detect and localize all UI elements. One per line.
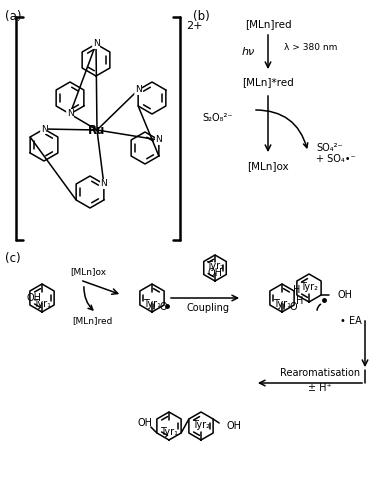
Text: OH: OH [208,268,223,278]
Text: Coupling: Coupling [186,303,229,313]
Text: [MLn]red: [MLn]red [72,316,112,326]
Text: H: H [296,296,304,306]
FancyArrowPatch shape [317,304,321,310]
Text: Tyr₂: Tyr₂ [206,261,224,271]
Text: OH: OH [26,293,42,303]
Text: N: N [67,110,73,118]
Text: Ru: Ru [88,124,106,137]
FancyArrowPatch shape [256,110,308,148]
Text: [MLn]ox: [MLn]ox [70,268,106,276]
Text: Tyr₁: Tyr₁ [160,427,178,437]
FancyArrowPatch shape [84,287,93,310]
Text: hν: hν [242,47,255,57]
Text: OH: OH [137,418,152,428]
Text: λ > 380 nm: λ > 380 nm [284,43,338,53]
Text: O: O [289,302,297,312]
Text: N: N [40,125,47,133]
Text: (b): (b) [193,10,210,23]
Text: [MLn]*red: [MLn]*red [242,77,294,87]
Text: (c): (c) [5,252,21,265]
Text: N: N [135,85,141,95]
Text: Tyr₁: Tyr₁ [143,299,161,309]
Text: 2+: 2+ [186,21,203,31]
Text: O: O [159,302,167,312]
Text: ± H⁺: ± H⁺ [308,383,332,393]
Text: Tyr₂: Tyr₂ [300,282,318,292]
Text: N: N [93,40,99,48]
Text: OH: OH [337,290,352,300]
Text: OH: OH [226,421,241,431]
Text: N: N [155,136,162,144]
Text: H: H [293,285,301,295]
Text: SO₄²⁻: SO₄²⁻ [316,143,342,153]
Text: S₂O₈²⁻: S₂O₈²⁻ [203,113,233,123]
Text: Tyr₂: Tyr₂ [192,420,210,430]
Text: + SO₄•⁻: + SO₄•⁻ [316,154,356,164]
Text: Rearomatisation: Rearomatisation [280,368,360,378]
Text: [MLn]red: [MLn]red [245,19,291,29]
Text: • EA: • EA [340,316,362,326]
Text: N: N [101,180,107,188]
Text: Tyr₁: Tyr₁ [273,299,291,309]
Text: (a): (a) [5,10,22,23]
Text: Tyr₁: Tyr₁ [33,299,51,309]
Text: [MLn]ox: [MLn]ox [247,161,289,171]
